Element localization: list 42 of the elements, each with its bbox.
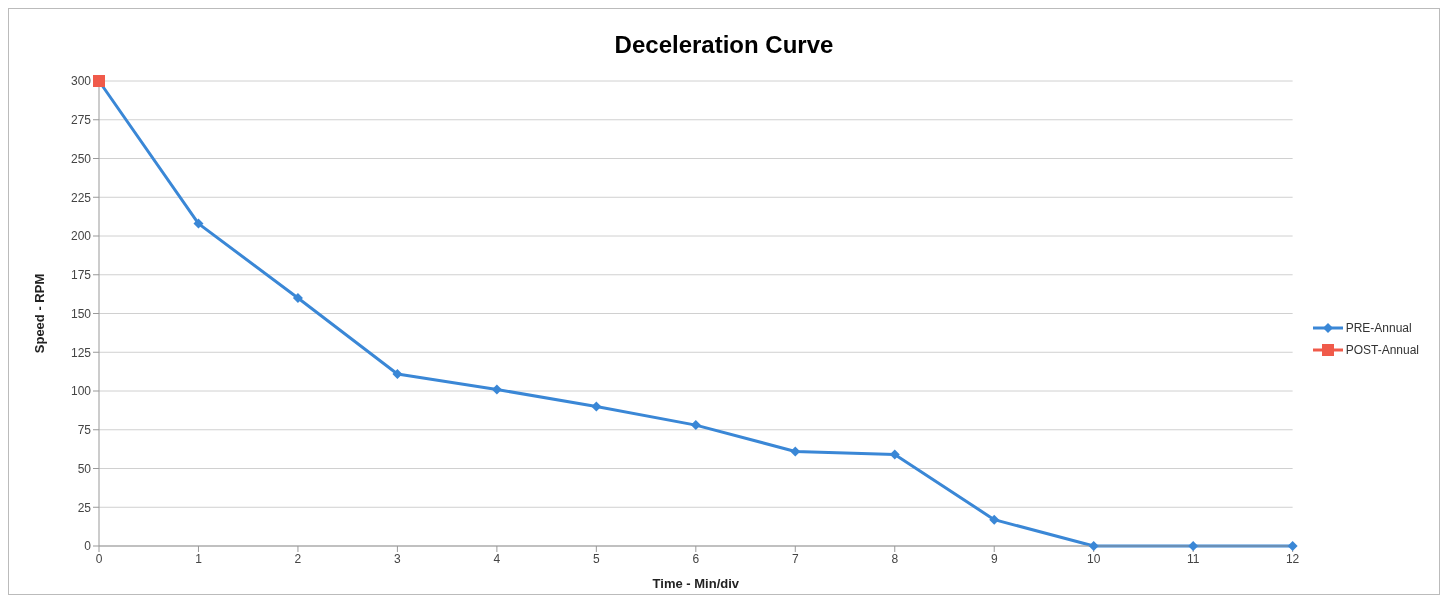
point <box>392 368 403 379</box>
x-tick-label: 2 <box>294 551 302 566</box>
x-tick-label: 11 <box>1186 551 1200 566</box>
x-tick-label: 12 <box>1285 551 1300 566</box>
y-tick-label: 125 <box>70 345 92 360</box>
x-tick-label: 8 <box>891 551 899 566</box>
y-tick-label: 150 <box>70 306 92 321</box>
y-tick-label: 200 <box>70 229 92 244</box>
y-tick-label: 175 <box>70 268 92 283</box>
legend-label: POST-Annual <box>1345 342 1419 357</box>
legend-label: PRE-Annual <box>1345 320 1412 335</box>
y-tick-label: 100 <box>70 384 92 399</box>
y-tick-label: 50 <box>77 461 92 476</box>
x-tick-label: 10 <box>1087 551 1101 566</box>
x-tick-label: 5 <box>593 551 600 566</box>
y-tick-label: 25 <box>77 500 92 515</box>
x-tick-label: 3 <box>394 551 402 566</box>
x-tick-label: 9 <box>990 551 998 566</box>
point <box>591 401 602 412</box>
point <box>193 218 204 229</box>
x-tick-label: 6 <box>692 551 700 566</box>
y-tick-label: 0 <box>84 539 92 554</box>
point <box>292 293 303 303</box>
x-tick-label: 7 <box>791 551 799 566</box>
point <box>889 449 900 460</box>
y-axis-title: Speed - RPM <box>31 273 47 354</box>
point <box>491 384 502 395</box>
chart-title: Deceleration Curve <box>613 31 835 60</box>
point <box>989 514 1000 525</box>
point <box>690 420 701 431</box>
x-tick-label: 1 <box>195 551 203 566</box>
x-axis-title: Time - Min/div <box>652 576 740 591</box>
y-tick-label: 275 <box>70 113 92 128</box>
y-tick-label: 75 <box>77 423 92 438</box>
point <box>1188 541 1199 551</box>
y-tick-label: 250 <box>70 151 92 166</box>
point <box>790 446 801 457</box>
x-tick-label: 0 <box>95 551 103 566</box>
y-tick-label: 225 <box>70 190 92 205</box>
x-tick-label: 4 <box>493 551 501 566</box>
y-tick-label: 300 <box>70 74 92 89</box>
point <box>1088 541 1099 551</box>
